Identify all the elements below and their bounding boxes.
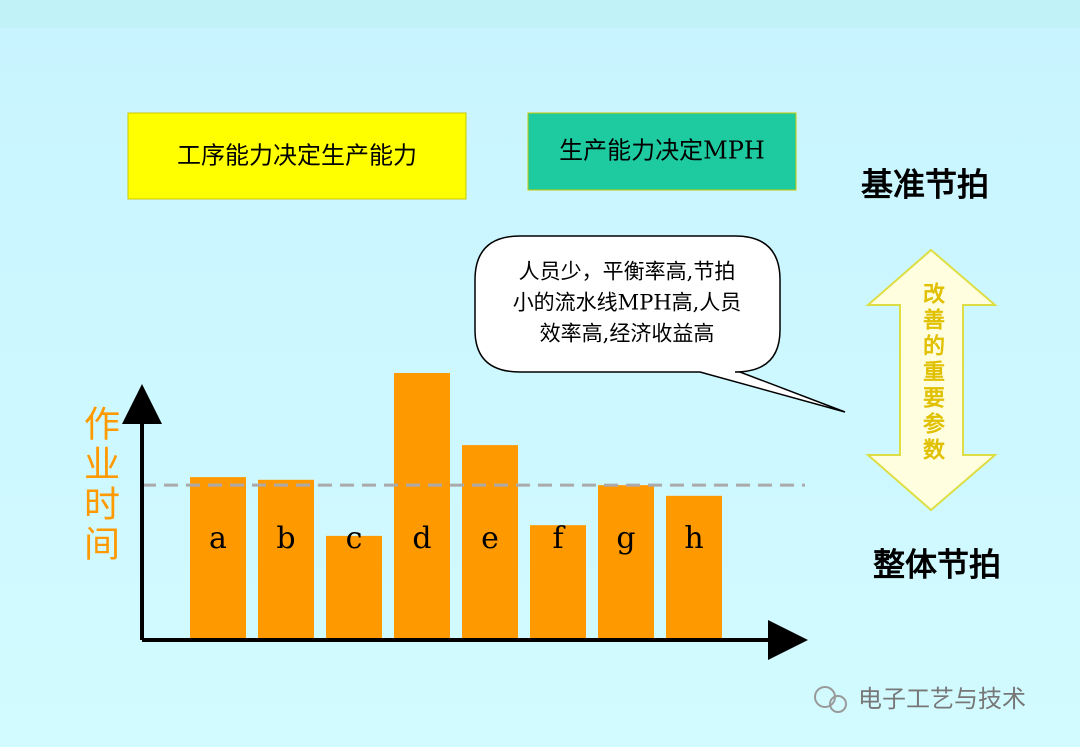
bar-label: d	[412, 521, 431, 556]
top-label: 基准节拍	[861, 166, 989, 204]
double-arrow	[865, 248, 998, 512]
bar-label: h	[684, 521, 703, 556]
bar	[462, 445, 518, 640]
box-right-text: 生产能力决定MPH	[559, 137, 765, 165]
arrow-text: 改善的重要参数	[919, 281, 945, 464]
bar-label: b	[276, 521, 295, 556]
callout-line: 效率高,经济收益高	[540, 322, 715, 346]
watermark-icon	[829, 695, 847, 713]
bar-label: a	[209, 521, 227, 556]
top-strip	[0, 0, 1080, 28]
callout-line: 人员少，平衡率高,节拍	[519, 260, 736, 284]
bar	[326, 535, 382, 640]
callout	[474, 235, 846, 413]
box-left-text: 工序能力决定生产能力	[177, 142, 417, 170]
bottom-label: 整体节拍	[873, 546, 1001, 584]
box-right	[527, 112, 797, 191]
bar-label: f	[552, 521, 565, 556]
bar-label: e	[481, 521, 499, 556]
box-left	[127, 112, 467, 200]
watermark: 电子工艺与技术	[858, 685, 1026, 713]
callout-line: 小的流水线MPH高,人员	[513, 291, 742, 315]
bar-label: g	[616, 521, 635, 556]
y-axis-label: 作业时间	[78, 405, 119, 565]
bar	[666, 495, 722, 640]
plot: a b c d e f g h	[142, 373, 805, 640]
bar-label: c	[346, 521, 363, 556]
bar	[258, 479, 314, 640]
bar	[190, 477, 246, 640]
bar	[394, 373, 450, 640]
bar	[598, 485, 654, 640]
bar	[530, 525, 586, 640]
